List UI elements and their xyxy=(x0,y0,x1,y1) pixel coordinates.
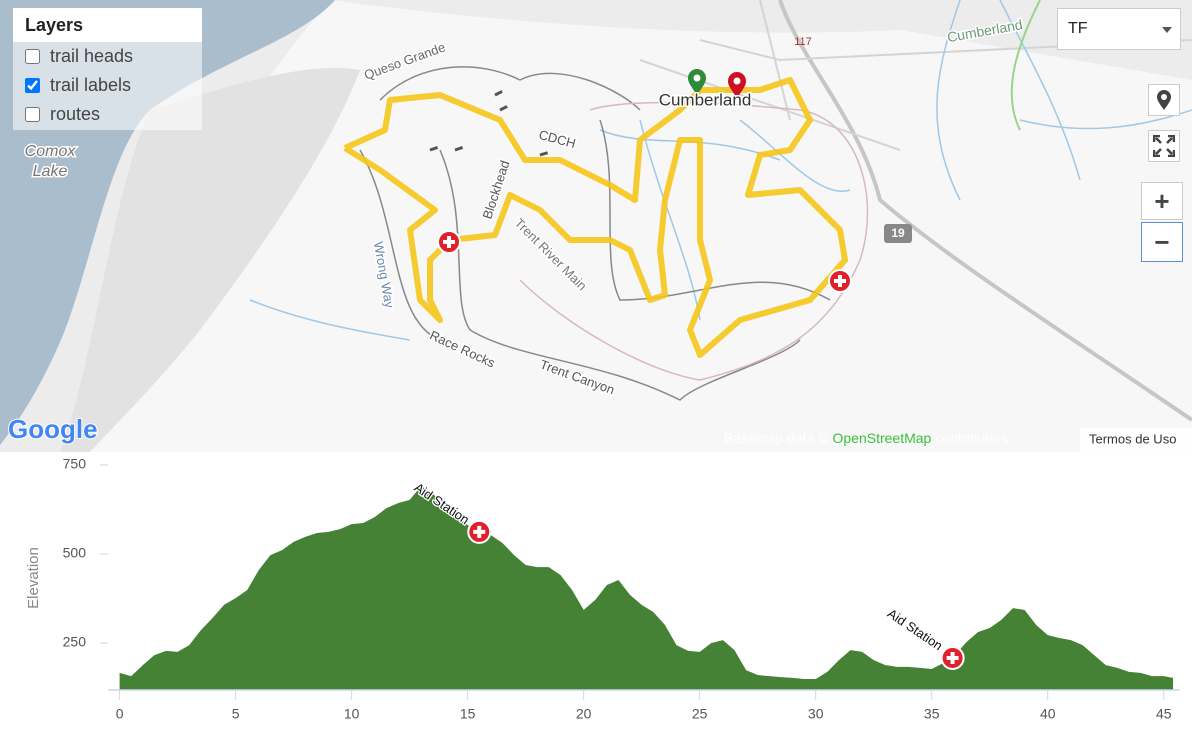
x-tick-label: 5 xyxy=(232,706,240,722)
route-select-value: TF xyxy=(1068,20,1088,37)
locate-button[interactable] xyxy=(1148,84,1180,116)
x-tick-label: 25 xyxy=(692,706,708,722)
layer-label: trail heads xyxy=(50,46,134,66)
end-pin xyxy=(728,72,746,98)
layers-title: Layers xyxy=(13,8,202,42)
x-tick-label: 30 xyxy=(808,706,824,722)
terms-box xyxy=(1080,428,1192,452)
layer-checkbox[interactable] xyxy=(25,78,40,93)
zoom-in-button[interactable]: + xyxy=(1141,182,1183,220)
trail-segments xyxy=(429,88,551,157)
highway xyxy=(778,0,1192,422)
x-tick-label: 40 xyxy=(1040,706,1056,722)
map-label: Cumberland xyxy=(659,90,752,109)
map-label: Lake xyxy=(33,163,68,180)
map-logo: Google xyxy=(8,414,98,444)
elevation-area xyxy=(119,486,1174,690)
fullscreen-button[interactable] xyxy=(1148,130,1180,162)
layer-item[interactable]: trail labels xyxy=(13,71,202,100)
caret xyxy=(1162,27,1172,33)
attribution-link[interactable]: OpenStreetMap xyxy=(833,430,932,446)
layer-item[interactable]: routes xyxy=(13,100,202,129)
trails xyxy=(359,66,831,401)
route-select[interactable]: TF xyxy=(1057,8,1181,50)
x-tick-label: 45 xyxy=(1156,706,1172,722)
y-tick-label: 250 xyxy=(63,634,87,650)
green-trail xyxy=(1010,0,1041,131)
hill-light xyxy=(60,0,1192,452)
elevation-chart: 0 5 10 15 20 25 30 35 40 45 250 500 750 Elevation Aid … xyxy=(25,456,1180,722)
aid-marker xyxy=(437,230,461,254)
x-tick-label: 0 xyxy=(116,706,124,722)
fullscreen-icon xyxy=(1153,135,1175,157)
routes-outline xyxy=(519,101,869,381)
zoom-out-button[interactable]: − xyxy=(1141,222,1183,262)
attribution-prefix: Basemap data © xyxy=(724,430,829,446)
attribution: Basemap data © OpenStreetMap contributors xyxy=(724,430,1009,446)
hill-shade xyxy=(60,68,360,452)
map-label: Comox xyxy=(25,143,77,160)
layers-list: trail heads trail labels routes xyxy=(13,42,202,129)
zoom-out-label: − xyxy=(1154,226,1170,257)
layer-item[interactable]: trail heads xyxy=(13,42,202,71)
zoom-in-label: + xyxy=(1154,185,1170,216)
x-tick-label: 20 xyxy=(576,706,592,722)
aid-station-cross xyxy=(473,525,486,538)
layers-panel: Layers trail heads trail labels routes xyxy=(13,8,202,130)
y-tick-label: 500 xyxy=(63,545,87,561)
x-tick-label: 35 xyxy=(924,706,940,722)
layer-label: routes xyxy=(50,104,101,124)
x-tick-label: 15 xyxy=(460,706,476,722)
layer-checkbox[interactable] xyxy=(25,107,40,122)
terms-link[interactable]: Termos de Uso xyxy=(1089,431,1176,446)
aid-marker xyxy=(828,269,852,293)
y-tick-label: 750 xyxy=(63,456,87,472)
layer-label: trail labels xyxy=(50,75,132,95)
road-shield-box xyxy=(884,224,912,243)
annotation-label: Aid Station xyxy=(885,606,946,654)
start-pin xyxy=(688,69,706,95)
pin-icon xyxy=(1157,90,1171,110)
roads xyxy=(639,0,1192,151)
road-shield: 19 xyxy=(891,226,905,240)
road-shield: 117 xyxy=(794,36,812,48)
x-tick-label: 10 xyxy=(344,706,360,722)
aid-station-cross xyxy=(946,651,959,664)
y-axis-label: Elevation xyxy=(25,547,42,609)
attribution-suffix: contributors xyxy=(935,430,1008,446)
layer-checkbox[interactable] xyxy=(25,49,40,64)
